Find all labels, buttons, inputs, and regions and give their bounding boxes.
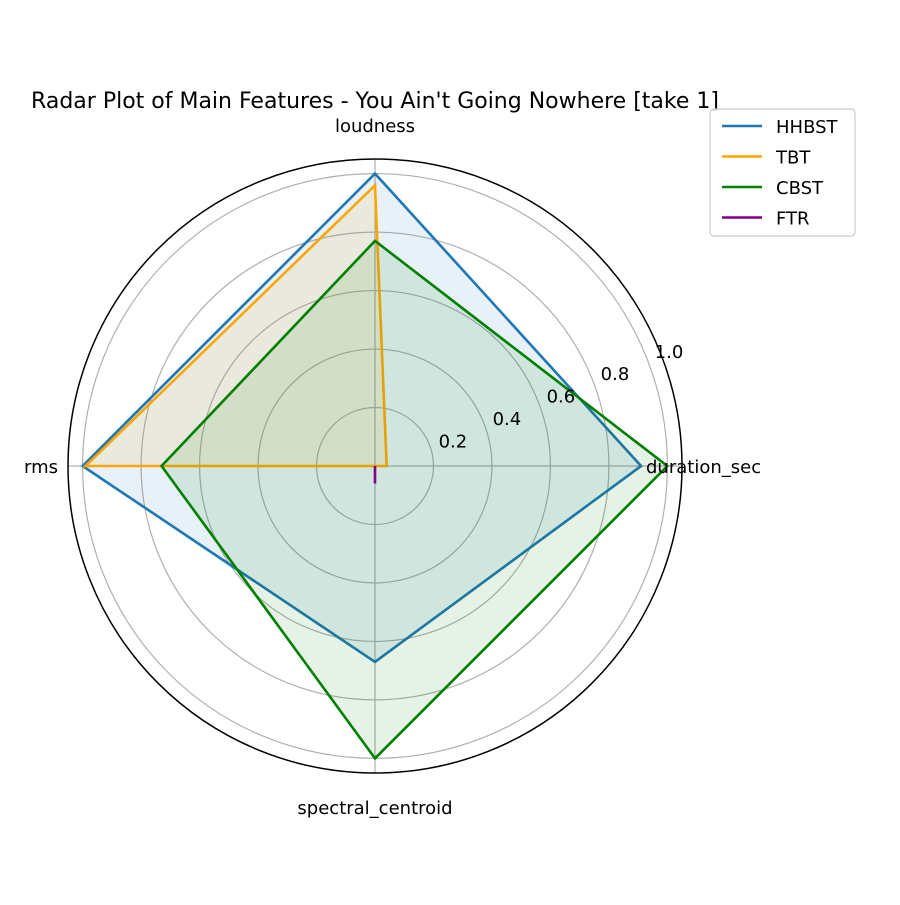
- legend-frame: [709, 108, 856, 237]
- legend: HHBST TBT CBST FTR: [709, 108, 856, 237]
- series-line-cbst: [159, 239, 670, 761]
- axis-label-duration-sec: duration_sec: [646, 457, 761, 478]
- axis-label-rms: rms: [24, 457, 58, 478]
- series-line-hhbst: [80, 171, 644, 664]
- legend-label-tbt: TBT: [775, 148, 811, 169]
- axis-label-spectral-centroid: spectral_centroid: [297, 798, 452, 819]
- legend-label-hhbst: HHBST: [776, 117, 839, 138]
- rtick-label-1: 0.4: [493, 409, 522, 430]
- label-layer: 0.2 0.4 0.6 0.8 1.0 duration_sec loudness rms sp…: [24, 116, 761, 819]
- axis-label-loudness: loudness: [335, 116, 415, 137]
- chart-title: Radar Plot of Main Features - You Ain't …: [31, 89, 719, 114]
- rtick-label-0: 0.2: [439, 431, 468, 452]
- series-fill-tbt: [85, 185, 387, 466]
- polar-frame: [67, 158, 683, 774]
- series-fill-hhbst: [82, 173, 642, 662]
- rtick-label-3: 0.8: [601, 364, 630, 385]
- series-line-tbt: [82, 182, 389, 468]
- rtick-label-4: 1.0: [655, 342, 684, 363]
- rtick-label-2: 0.6: [547, 387, 576, 408]
- legend-label-cbst: CBST: [776, 178, 824, 199]
- legend-label-ftr: FTR: [776, 209, 810, 230]
- series-layer: [80, 171, 670, 761]
